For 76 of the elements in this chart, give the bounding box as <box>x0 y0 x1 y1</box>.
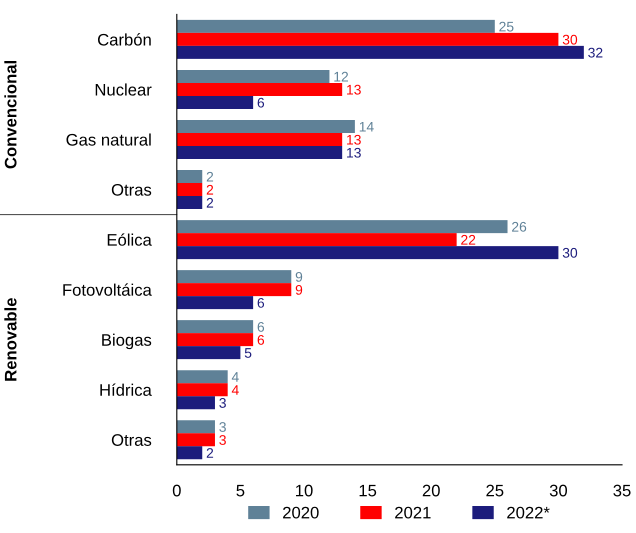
bar <box>176 346 240 360</box>
bar <box>176 433 215 446</box>
data-label: 6 <box>258 298 264 308</box>
y-tick-label: Hídrica <box>100 383 152 396</box>
x-tick-label: 20 <box>422 484 440 496</box>
data-label: 30 <box>562 34 578 45</box>
data-label: 2 <box>206 172 214 182</box>
legend-label: 2020 <box>283 506 319 519</box>
bar <box>176 132 342 146</box>
data-label: 13 <box>347 134 361 145</box>
data-label: 13 <box>347 84 361 95</box>
bar <box>176 270 292 284</box>
bar <box>176 196 202 210</box>
data-label: 6 <box>258 322 264 332</box>
bar <box>176 46 584 59</box>
data-label: 13 <box>347 148 361 158</box>
x-tick-label: 30 <box>550 484 568 496</box>
x-tick-label: 15 <box>360 484 376 496</box>
bar <box>176 320 254 334</box>
bar <box>176 170 202 184</box>
data-label: 6 <box>258 335 264 345</box>
bar <box>176 120 355 133</box>
data-label: 2 <box>206 184 214 195</box>
x-tick-label: 5 <box>236 484 244 496</box>
data-label: 12 <box>334 72 348 82</box>
data-label: 32 <box>588 48 602 58</box>
data-label: 22 <box>461 234 476 245</box>
bar <box>176 396 215 410</box>
text: Renovable <box>4 298 17 381</box>
bar <box>176 146 342 160</box>
bar <box>176 283 292 296</box>
y-tick-label: Otras <box>112 434 152 446</box>
data-label: 4 <box>232 372 239 382</box>
bar <box>176 333 254 346</box>
data-label: 2 <box>206 198 214 208</box>
data-label: 3 <box>219 435 226 445</box>
x-tick-label: 0 <box>172 484 181 496</box>
data-label: 3 <box>219 422 226 432</box>
bar <box>176 233 457 246</box>
bar <box>176 296 254 310</box>
y-tick-label: Fotovoltáica <box>63 283 152 296</box>
bar <box>176 32 558 46</box>
x-tick-label: 25 <box>486 484 504 496</box>
x-tick-label: 35 <box>613 484 631 496</box>
legend-label: 2022* <box>507 506 550 519</box>
y-tick-label: Eólica <box>108 233 152 246</box>
bar <box>176 220 508 234</box>
bar <box>176 82 342 96</box>
x-tick-label: 10 <box>296 484 313 496</box>
data-label: 3 <box>219 398 226 408</box>
y-tick-label: Nuclear <box>96 83 152 96</box>
data-label: 9 <box>296 284 302 295</box>
bar <box>176 20 495 33</box>
bar <box>176 183 202 196</box>
bar <box>176 370 228 384</box>
bar <box>176 96 254 109</box>
data-label: 25 <box>499 22 514 32</box>
data-label: 30 <box>562 248 578 258</box>
data-label: 2 <box>206 448 214 458</box>
data-label: 4 <box>232 385 239 395</box>
data-label: 6 <box>258 98 264 108</box>
data-label: 14 <box>360 122 374 132</box>
bar <box>176 70 330 83</box>
y-tick-label: Biogas <box>102 334 152 350</box>
y-tick-label: Otras <box>112 184 152 196</box>
data-label: 26 <box>512 222 526 232</box>
data-label: 9 <box>296 272 302 282</box>
data-label: 5 <box>244 348 252 358</box>
y-tick-label: Carbón <box>98 33 151 46</box>
bar <box>176 383 228 396</box>
text: Convencional <box>4 61 17 168</box>
bar <box>176 420 215 434</box>
y-tick-label: Gas natural <box>66 133 151 146</box>
bar <box>176 246 558 260</box>
bar <box>176 446 202 460</box>
legend-label: 2021 <box>395 506 431 519</box>
